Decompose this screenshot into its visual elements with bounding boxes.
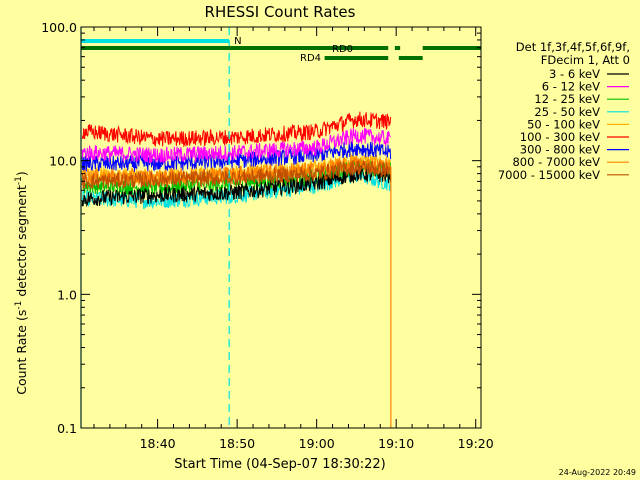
y-axis-label: Count Rate (s-1 detector segment-1): [14, 171, 29, 395]
legend-header-1: Det 1f,3f,4f,5f,6f,9f,: [516, 40, 630, 54]
footer-timestamp: 24-Aug-2022 20:49: [559, 468, 636, 477]
flag-bars: N RD0 RD4: [81, 36, 481, 64]
legend-label-0: 3 - 6 keV: [549, 67, 600, 81]
legend-label-1: 6 - 12 keV: [542, 80, 600, 94]
legend-label-3: 25 - 50 keV: [534, 105, 600, 119]
legend-label-2: 12 - 25 keV: [534, 92, 600, 106]
series-line-8: [81, 160, 392, 190]
plot-frame: [80, 26, 482, 429]
legend: Det 1f,3f,4f,5f,6f,9f, FDecim 1, Att 0 3…: [498, 40, 630, 182]
y-tick-label: 1.0: [57, 287, 77, 302]
flag-n-label: N: [234, 36, 241, 47]
x-tick-label: 19:20: [458, 436, 494, 451]
series-line-1: [81, 127, 391, 165]
y-tick-label: 10.0: [49, 154, 77, 169]
y-tick-label: 0.1: [57, 421, 77, 436]
legend-label-5: 100 - 300 keV: [520, 130, 600, 144]
y-tick-label: 100.0: [41, 20, 77, 35]
chart-title: RHESSI Count Rates: [205, 3, 356, 21]
x-axis-label: Start Time (04-Sep-07 18:30:22): [174, 457, 385, 472]
x-tick-label: 19:10: [378, 436, 414, 451]
legend-label-7: 800 - 7000 keV: [512, 155, 600, 169]
series-line-5: [81, 111, 392, 148]
axes: 100.0 10.0 1.0 0.1 18:40 18:50 19:00 19:10 19:20: [41, 20, 494, 451]
x-tick-label: 19:00: [299, 436, 335, 451]
x-tick-label: 18:40: [140, 436, 176, 451]
x-tick-label: 18:50: [219, 436, 255, 451]
flag-rd0-label: RD0: [332, 44, 353, 55]
legend-label-4: 50 - 100 keV: [527, 117, 600, 131]
legend-label-6: 300 - 800 keV: [520, 143, 600, 157]
flag-rd4-label: RD4: [300, 53, 321, 64]
series-line-6: [81, 141, 392, 173]
legend-header-2: FDecim 1, Att 0: [541, 53, 630, 67]
vertical-markers: [80, 27, 392, 428]
series-line-0: [81, 165, 392, 208]
legend-label-8: 7000 - 15000 keV: [498, 168, 600, 182]
series-layer: [81, 111, 392, 210]
